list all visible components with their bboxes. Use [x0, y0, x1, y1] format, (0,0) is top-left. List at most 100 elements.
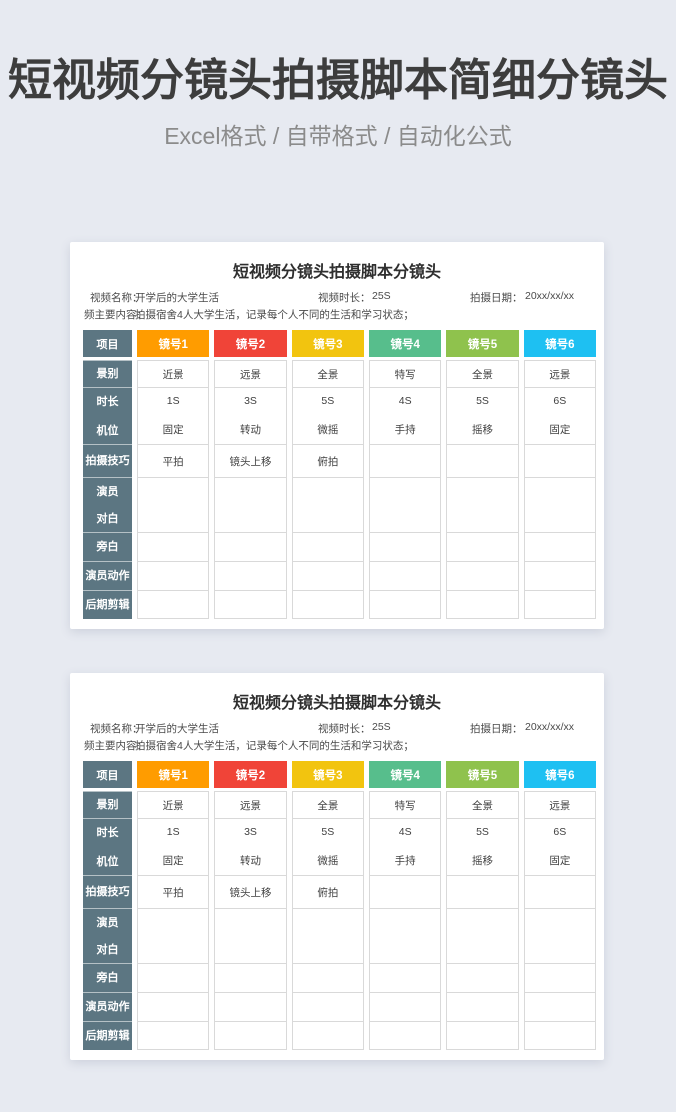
- shot-column-header: 镜号6: [523, 761, 596, 788]
- table-cell: 远景: [523, 360, 596, 388]
- cell-text: 远景: [549, 368, 571, 381]
- cell-text: 4S: [398, 395, 412, 408]
- row-label-cell: 旁白: [83, 963, 132, 993]
- table-cell: [137, 477, 210, 533]
- table-cell: [291, 532, 364, 562]
- table-cell: [446, 908, 519, 964]
- table-cell: [523, 992, 596, 1022]
- table-cell: 1S 固定: [137, 387, 210, 445]
- table-cell: 5S 微摇: [291, 818, 364, 876]
- table-row: 时长 机位 1S 固定 3S 转动 5S 微摇 4S 手持 5S 摇移 6S 固定: [83, 818, 596, 876]
- cell-text: 固定: [162, 854, 184, 867]
- row-label: 机位: [96, 424, 119, 437]
- cell-text: 固定: [549, 854, 571, 867]
- table-cell: [446, 561, 519, 591]
- cell-text: 1S: [166, 395, 180, 408]
- table-cell: [214, 963, 287, 993]
- table-row: 演员 对白: [83, 477, 596, 533]
- shoot-date-value: 20xx/xx/xx: [525, 721, 575, 733]
- cell-text: 4S: [398, 826, 412, 839]
- sheet-card: 短视频分镜头拍摄脚本分镜头 视频名称： 开学后的大学生活 视频时长： 25S 拍…: [70, 673, 604, 1060]
- table-cell: [291, 992, 364, 1022]
- row-label: 演员动作: [85, 1001, 130, 1014]
- main-content-value: 拍摄宿舍4人大学生活，记录每个人不同的生活和学习状态；: [135, 740, 414, 752]
- table-row: 后期剪辑: [83, 1021, 596, 1050]
- cell-text: 特写: [394, 368, 416, 381]
- row-label-cell: 演员 对白: [83, 477, 132, 533]
- shot-column-header: 镜号1: [137, 330, 210, 357]
- table-cell: [523, 963, 596, 993]
- table-cell: [137, 963, 210, 993]
- main-content-label: 频主要内容：: [84, 309, 147, 321]
- table-row: 时长 机位 1S 固定 3S 转动 5S 微摇 4S 手持 5S 摇移 6S 固定: [83, 387, 596, 445]
- cell-text: 平拍: [162, 455, 184, 468]
- table-cell: [523, 875, 596, 909]
- shot-column-header: 镜号2: [214, 330, 287, 357]
- row-label: 旁白: [96, 541, 119, 554]
- table-cell: [137, 532, 210, 562]
- cell-text: 转动: [239, 854, 261, 867]
- table-row: 后期剪辑: [83, 590, 596, 619]
- shot-column-header: 镜号5: [446, 330, 519, 357]
- table-cell: [369, 532, 442, 562]
- shot-column-header: 镜号2: [214, 761, 287, 788]
- row-label-cell: 旁白: [83, 532, 132, 562]
- row-label: 演员: [96, 485, 119, 498]
- table-cell: [291, 590, 364, 619]
- table-cell: [446, 963, 519, 993]
- table-cell: 全景: [291, 360, 364, 388]
- row-label-cell: 拍摄技巧: [83, 875, 132, 909]
- row-label-cell: 时长 机位: [83, 387, 132, 445]
- cell-text: 全景: [317, 799, 339, 812]
- table-cell: 近景: [137, 791, 210, 819]
- row-label: 时长: [96, 396, 119, 409]
- sheet-card: 短视频分镜头拍摄脚本分镜头 视频名称： 开学后的大学生活 视频时长： 25S 拍…: [70, 242, 604, 629]
- table-cell: 镜头上移: [214, 875, 287, 909]
- table-cell: 俯拍: [291, 875, 364, 909]
- shoot-date-label: 拍摄日期：: [470, 292, 523, 304]
- table-cell: 远景: [523, 791, 596, 819]
- cell-text: 平拍: [162, 886, 184, 899]
- sheet-info: 视频名称： 开学后的大学生活 视频时长： 25S 拍摄日期： 20xx/xx/x…: [70, 721, 604, 757]
- cell-text: 远景: [549, 799, 571, 812]
- table-row: 景别 近景 远景 全景 特写 全景 远景: [83, 360, 596, 388]
- row-label-cell: 景别: [83, 791, 132, 819]
- storyboard-table: 项目 镜号1 镜号2 镜号3 镜号4 镜号5 镜号6 景别 近景 远景 全景 特写 全景 远景 时长 机位 1S…: [83, 761, 596, 1050]
- table-cell: [369, 992, 442, 1022]
- video-name-value: 开学后的大学生活: [135, 292, 219, 304]
- row-label-cell: 演员动作: [83, 992, 132, 1022]
- table-cell: 镜头上移: [214, 444, 287, 478]
- table-cell: 特写: [369, 360, 442, 388]
- table-cell: 5S 摇移: [446, 387, 519, 445]
- table-cell: [523, 590, 596, 619]
- table-cell: [523, 561, 596, 591]
- table-cell: 平拍: [137, 875, 210, 909]
- table-row: 演员动作: [83, 561, 596, 591]
- video-duration-label: 视频时长：: [318, 292, 371, 304]
- cell-text: 微摇: [317, 423, 339, 436]
- table-cell: [291, 477, 364, 533]
- table-cell: 全景: [291, 791, 364, 819]
- table-row: 旁白: [83, 532, 596, 562]
- cell-text: 手持: [394, 854, 416, 867]
- cell-text: 5S: [321, 395, 335, 408]
- table-cell: [369, 1021, 442, 1050]
- table-cell: 4S 手持: [369, 387, 442, 445]
- table-cell: [214, 1021, 287, 1050]
- table-row: 拍摄技巧 平拍 镜头上移 俯拍: [83, 875, 596, 909]
- table-cell: [291, 1021, 364, 1050]
- table-cell: [523, 532, 596, 562]
- shot-column-header: 镜号4: [369, 761, 442, 788]
- table-cell: 平拍: [137, 444, 210, 478]
- table-cell: 6S 固定: [523, 818, 596, 876]
- shot-column-header: 镜号3: [291, 330, 364, 357]
- row-label-cell: 拍摄技巧: [83, 444, 132, 478]
- table-cell: [369, 444, 442, 478]
- table-cell: [137, 561, 210, 591]
- table-cell: [446, 875, 519, 909]
- table-cell: 3S 转动: [214, 818, 287, 876]
- cell-text: 特写: [394, 799, 416, 812]
- table-cell: [369, 963, 442, 993]
- row-label-cell: 演员动作: [83, 561, 132, 591]
- table-row: 演员动作: [83, 992, 596, 1022]
